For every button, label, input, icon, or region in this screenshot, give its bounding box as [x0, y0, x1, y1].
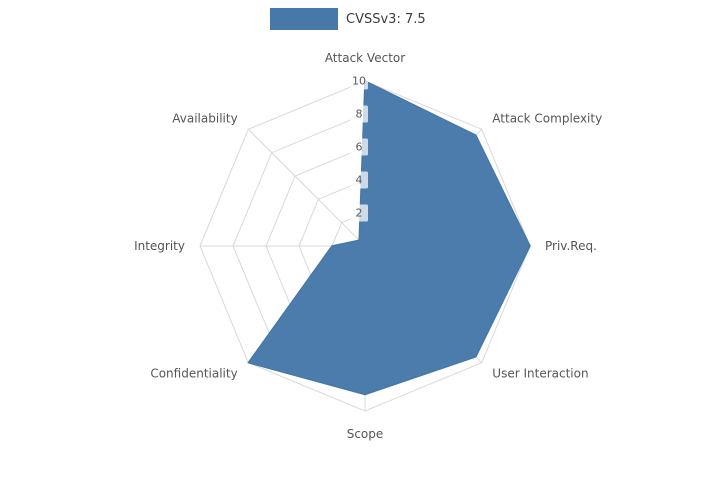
tick-label-box — [350, 204, 368, 222]
tick-label: 6 — [356, 141, 363, 154]
tick-label: 4 — [356, 174, 363, 187]
axis-label: Attack Complexity — [492, 112, 602, 126]
axis-label: Scope — [347, 427, 384, 441]
legend-swatch — [270, 8, 338, 30]
axis-label: Attack Vector — [325, 51, 405, 65]
tick-label: 2 — [356, 207, 363, 220]
tick-label-box — [350, 171, 368, 189]
axis-label: Integrity — [134, 239, 185, 253]
tick-label: 10 — [352, 75, 366, 88]
axis-label: Confidentiality — [150, 366, 237, 380]
tick-label: 8 — [356, 108, 363, 121]
legend-label: CVSSv3: 7.5 — [346, 11, 426, 27]
tick-label-box — [350, 138, 368, 156]
axis-label: Availability — [172, 112, 237, 126]
axis-label: Priv.Req. — [545, 239, 597, 253]
axis-label: User Interaction — [492, 366, 588, 380]
tick-label-box — [350, 72, 368, 90]
legend: CVSSv3: 7.5 — [270, 8, 426, 30]
grid-spoke — [247, 128, 366, 247]
tick-label-box — [350, 105, 368, 123]
data-polygon — [247, 80, 531, 396]
